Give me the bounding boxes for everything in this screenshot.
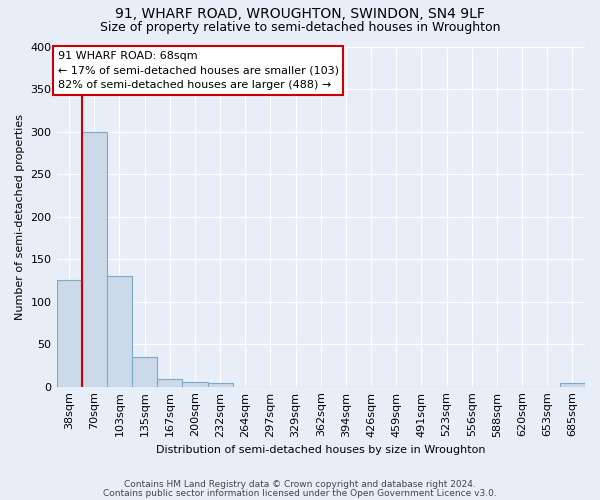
Y-axis label: Number of semi-detached properties: Number of semi-detached properties bbox=[15, 114, 25, 320]
Bar bbox=[157, 379, 182, 386]
Bar bbox=[56, 280, 82, 386]
Bar bbox=[82, 132, 107, 386]
Bar bbox=[107, 276, 132, 386]
Bar bbox=[208, 384, 233, 386]
Bar bbox=[560, 384, 585, 386]
Text: 91 WHARF ROAD: 68sqm
← 17% of semi-detached houses are smaller (103)
82% of semi: 91 WHARF ROAD: 68sqm ← 17% of semi-detac… bbox=[58, 51, 339, 90]
Bar bbox=[132, 357, 157, 386]
Bar bbox=[182, 382, 208, 386]
Text: Size of property relative to semi-detached houses in Wroughton: Size of property relative to semi-detach… bbox=[100, 21, 500, 34]
Text: 91, WHARF ROAD, WROUGHTON, SWINDON, SN4 9LF: 91, WHARF ROAD, WROUGHTON, SWINDON, SN4 … bbox=[115, 8, 485, 22]
Text: Contains HM Land Registry data © Crown copyright and database right 2024.: Contains HM Land Registry data © Crown c… bbox=[124, 480, 476, 489]
Text: Contains public sector information licensed under the Open Government Licence v3: Contains public sector information licen… bbox=[103, 489, 497, 498]
X-axis label: Distribution of semi-detached houses by size in Wroughton: Distribution of semi-detached houses by … bbox=[156, 445, 485, 455]
